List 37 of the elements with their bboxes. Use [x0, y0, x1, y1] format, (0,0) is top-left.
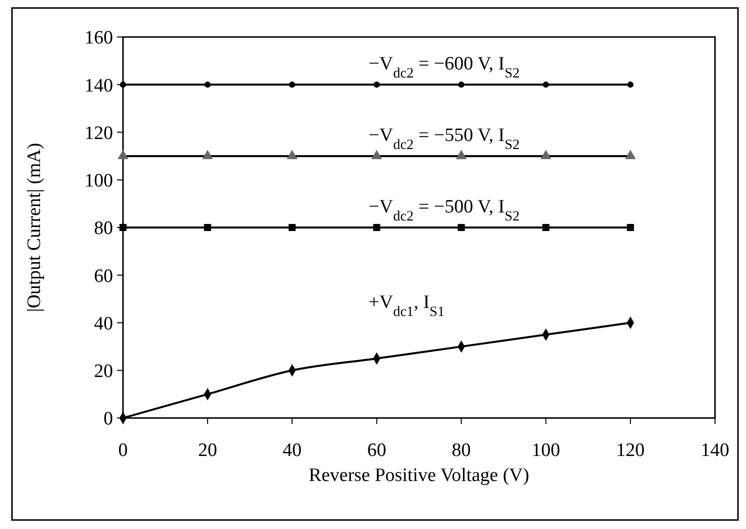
y-tick-label: 40 [94, 313, 113, 334]
series-label: −V$_{dc2}$ = −500 V, I$_{S2}$ [368, 196, 520, 224]
series-label: +V$_{dc1}$, I$_{S1}$ [368, 292, 445, 320]
x-tick-label: 100 [532, 440, 560, 461]
series-label: −V$_{dc2}$ = −600 V, I$_{S2}$ [368, 54, 520, 82]
y-tick-label: 120 [84, 122, 113, 144]
point [542, 82, 549, 88]
x-tick-label: 80 [452, 440, 471, 461]
x-tick-label: 0 [118, 440, 128, 461]
x-tick-label: 20 [198, 440, 218, 461]
point [373, 224, 380, 232]
x-tick-label: 40 [282, 440, 302, 461]
y-tick-label: 20 [94, 361, 113, 382]
point [289, 82, 296, 88]
y-axis-title: |Output Current| (mA) [24, 142, 45, 312]
point [120, 82, 126, 88]
series-label: −V$_{dc2}$ = −550 V, I$_{S2}$ [368, 125, 520, 154]
point [458, 224, 465, 232]
y-tick-label: 0 [104, 408, 113, 430]
point [542, 224, 550, 232]
point [288, 224, 296, 232]
y-tick-label: 60 [94, 266, 113, 287]
y-tick-label: 80 [94, 218, 113, 240]
x-tick-label: 120 [616, 440, 645, 461]
y-tick-label: 100 [84, 170, 113, 192]
point [626, 224, 634, 232]
y-tick-label: 160 [84, 28, 113, 49]
point [204, 82, 211, 88]
y-tick-label: 140 [84, 75, 113, 96]
x-tick-label: 60 [367, 440, 386, 461]
x-tick-label: 140 [700, 440, 730, 461]
point [119, 224, 127, 232]
point [458, 82, 464, 88]
point [627, 82, 634, 88]
point [204, 224, 212, 232]
point [374, 82, 380, 88]
x-axis-title: Reverse Positive Voltage (V) [308, 465, 530, 486]
